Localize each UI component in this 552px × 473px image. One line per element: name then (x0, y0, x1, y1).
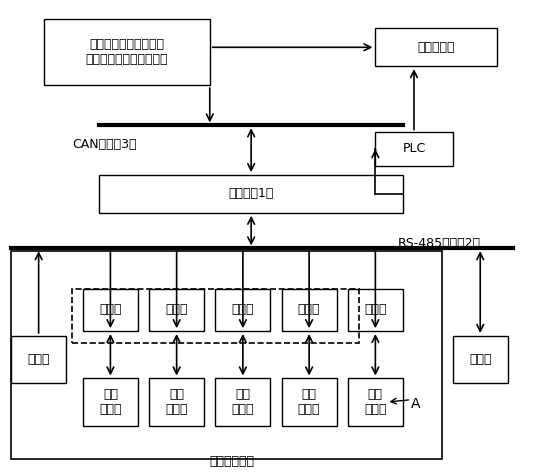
Text: 扭矩仪: 扭矩仪 (28, 353, 50, 366)
Bar (215, 289, 270, 331)
Bar (453, 336, 508, 383)
Text: 试验主电路: 试验主电路 (417, 41, 455, 54)
Bar (149, 378, 204, 426)
Text: RS-485总线（2）: RS-485总线（2） (397, 237, 480, 250)
Bar (375, 132, 453, 166)
Text: A: A (411, 397, 421, 412)
Bar (11, 336, 66, 383)
Text: 电流
传感器: 电流 传感器 (166, 388, 188, 416)
Text: 转速表: 转速表 (364, 303, 386, 316)
Text: CAN总线（3）: CAN总线（3） (72, 138, 136, 151)
Bar (11, 251, 442, 459)
Bar (348, 378, 403, 426)
Text: 工控机（1）: 工控机（1） (229, 187, 274, 201)
Text: 转速
传感器: 转速 传感器 (364, 388, 386, 416)
Bar (282, 289, 337, 331)
Text: 电压表: 电压表 (232, 303, 254, 316)
Text: 现场检测单元: 现场检测单元 (209, 455, 254, 468)
Text: 频率
传感器: 频率 传感器 (298, 388, 320, 416)
Bar (282, 378, 337, 426)
Bar (149, 289, 204, 331)
Bar (44, 19, 210, 85)
Bar (215, 378, 270, 426)
Bar (375, 28, 497, 66)
Text: 变频器: 变频器 (469, 353, 491, 366)
Text: 温度
传感器: 温度 传感器 (99, 388, 121, 416)
Text: 陪试电机电压、电流、
功率、频率以及转速信号: 陪试电机电压、电流、 功率、频率以及转速信号 (86, 38, 168, 66)
Text: PLC: PLC (402, 142, 426, 156)
Bar (83, 378, 138, 426)
Text: 频率表: 频率表 (298, 303, 320, 316)
Bar (99, 175, 403, 213)
Bar (348, 289, 403, 331)
Text: 电压
传感器: 电压 传感器 (232, 388, 254, 416)
Bar (72, 289, 359, 343)
Bar (83, 289, 138, 331)
Text: 温度表: 温度表 (99, 303, 121, 316)
Text: 电流表: 电流表 (166, 303, 188, 316)
